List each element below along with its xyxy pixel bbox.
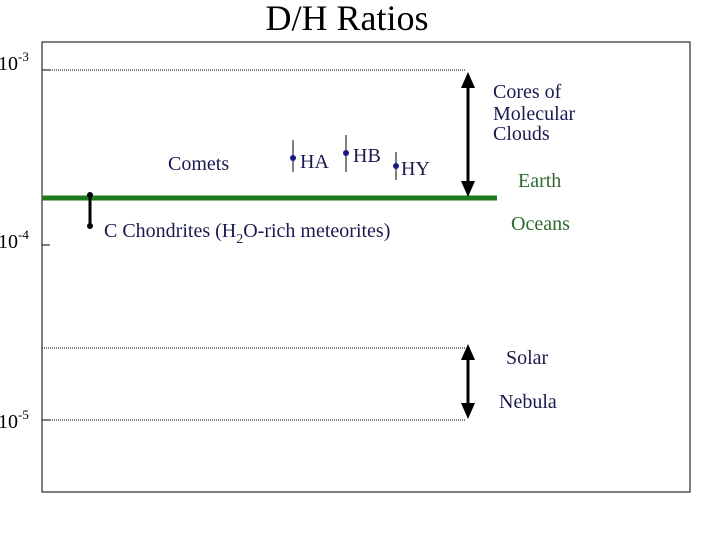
comet-name: HA	[300, 151, 329, 173]
earth-label: Oceans	[511, 213, 570, 235]
tick-exp: -5	[18, 407, 29, 422]
ticks	[42, 69, 50, 421]
clouds-label: Clouds	[493, 123, 550, 145]
arrow-head	[461, 344, 475, 360]
comet-point	[343, 150, 349, 156]
arrow-head	[461, 403, 475, 419]
solar-label: Nebula	[499, 391, 557, 413]
subscript: 2	[236, 232, 243, 247]
comet-name: HB	[353, 145, 381, 167]
chondrites-label: C Chondrites (H2O-rich meteorites)	[104, 220, 390, 247]
comet-point	[290, 155, 296, 161]
arrow-head	[461, 72, 475, 88]
comets-label: Comets	[168, 153, 229, 175]
tick-base: 10	[0, 231, 18, 253]
clouds-label: Cores of	[493, 81, 562, 103]
earth-label: Earth	[518, 170, 561, 192]
title: D/H Ratios	[265, 0, 428, 38]
clouds-label: Molecular	[493, 103, 576, 125]
comet-point	[393, 163, 399, 169]
text-part: O-rich meteorites)	[243, 220, 390, 242]
tick-label: 10-4	[0, 227, 29, 253]
frame	[41, 41, 691, 493]
tick-exp: -4	[18, 227, 29, 242]
text-part: C Chondrites (H	[104, 220, 236, 242]
comet-name: HY	[401, 158, 430, 180]
reference-lines	[42, 69, 465, 421]
arrow-head	[461, 181, 475, 197]
tick-label: 10-5	[0, 407, 29, 433]
tick-base: 10	[0, 53, 18, 75]
tick-label: 10-3	[0, 49, 29, 75]
solar-label: Solar	[506, 347, 549, 369]
tick-base: 10	[0, 411, 18, 433]
range-end	[87, 223, 93, 229]
tick-exp: -3	[18, 49, 29, 64]
range-end	[87, 192, 93, 198]
